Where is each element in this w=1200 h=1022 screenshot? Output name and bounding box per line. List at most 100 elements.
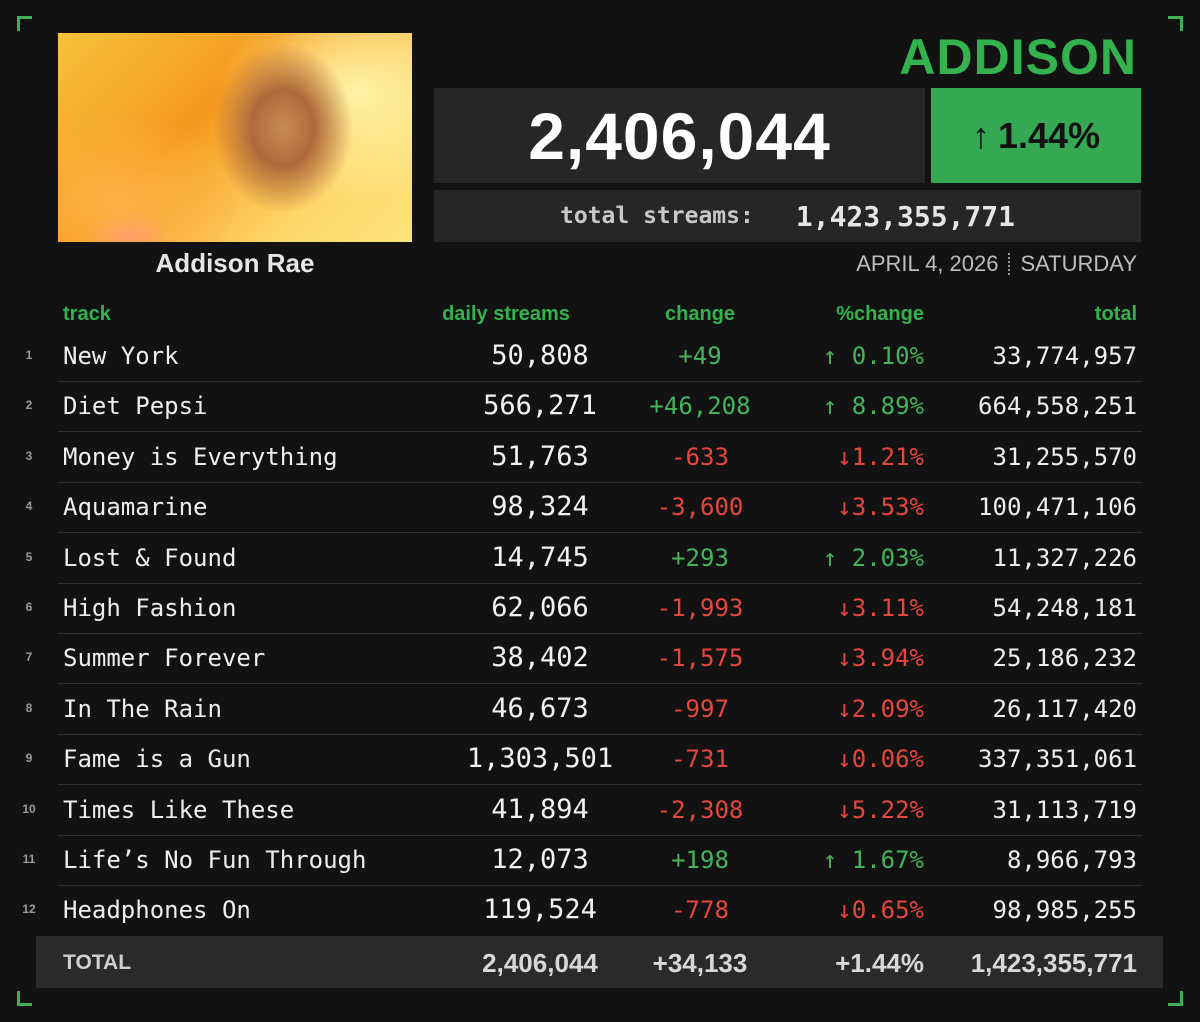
- daily-streams: 41,894: [491, 793, 589, 825]
- percent-change: ↓0.06%: [837, 745, 924, 774]
- table-row: 1 New York 50,808 +49 ↑ 0.10% 33,774,957: [0, 332, 1200, 382]
- table-row: 3 Money is Everything 51,763 -633 ↓1.21% 31,2…: [0, 433, 1200, 483]
- total-streams: 100,471,106: [978, 493, 1137, 522]
- percent-change: ↓2.09%: [837, 694, 924, 723]
- row-divider: [58, 381, 1142, 382]
- change: +293: [671, 543, 729, 572]
- table-row: 8 In The Rain 46,673 -997 ↓2.09% 26,117,420: [0, 685, 1200, 735]
- header-daily-streams: daily streams: [442, 303, 570, 325]
- percent-change: ↓1.21%: [837, 442, 924, 471]
- daily-streams: 62,066: [491, 592, 589, 623]
- total-streams: 664,558,251: [978, 392, 1137, 421]
- rank: 4: [25, 499, 33, 514]
- date-day: APRIL 4, 2026: [856, 251, 999, 276]
- daily-streams: 98,324: [491, 491, 589, 523]
- track-title: Life’s No Fun Through: [63, 846, 367, 874]
- daily-streams-panel: 2,406,044: [434, 88, 925, 183]
- percent-change-value: 1.44%: [997, 114, 1101, 156]
- totals-daily: 2,406,044: [482, 948, 598, 978]
- change: -2,308: [656, 795, 744, 824]
- change: -731: [671, 745, 729, 774]
- daily-streams: 38,402: [491, 642, 589, 674]
- corner-bracket-top-left: [17, 16, 32, 31]
- change: +49: [678, 342, 722, 370]
- percent-change: ↑ 2.03%: [822, 543, 924, 572]
- total-streams: 8,966,793: [1006, 846, 1137, 874]
- table-row: 9 Fame is a Gun 1,303,501 -731 ↓0.06% 337,351…: [0, 735, 1200, 786]
- corner-bracket-bottom-left: [17, 991, 32, 1006]
- table-row: 6 High Fashion 62,066 -1,993 ↓3.11% 54,248,18…: [0, 584, 1200, 634]
- track-title: Aquamarine: [63, 493, 208, 522]
- row-divider: [58, 733, 1142, 735]
- row-divider: [58, 885, 1142, 886]
- total-streams-value: 1,423,355,771: [795, 199, 1016, 233]
- rank: 11: [22, 852, 36, 866]
- totals-label: TOTAL: [63, 951, 132, 974]
- daily-streams-value: 2,406,044: [528, 98, 831, 173]
- total-streams: 25,186,232: [992, 644, 1138, 673]
- table-row: 2 Diet Pepsi 566,271 +46,208 ↑ 8.89% 664,558,…: [0, 382, 1200, 433]
- header-change: change: [664, 303, 736, 325]
- total-streams: 33,774,957: [992, 342, 1138, 370]
- percent-change: ↑ 8.89%: [822, 392, 924, 421]
- track-title: Money is Everything: [63, 442, 338, 471]
- arrow-up-icon: ↑: [971, 114, 990, 156]
- totals-percent-change: +1.44%: [835, 948, 924, 978]
- track-title: High Fashion: [63, 594, 237, 622]
- change: -1,993: [656, 594, 744, 622]
- percent-change: ↓0.65%: [837, 896, 924, 925]
- totals-change: +34,133: [652, 948, 748, 978]
- table-row: 10 Times Like These 41,894 -2,308 ↓5.22% 31,1…: [0, 786, 1200, 836]
- date-weekday: SATURDAY: [1020, 251, 1137, 276]
- total-streams-panel: total streams: 1,423,355,771: [434, 190, 1141, 242]
- percent-change: ↓3.94%: [837, 644, 924, 673]
- date-separator: [1008, 253, 1011, 275]
- date-line: APRIL 4, 2026 SATURDAY: [856, 251, 1137, 277]
- percent-change: ↑ 1.67%: [822, 846, 924, 874]
- row-divider: [58, 532, 1142, 534]
- daily-streams: 12,073: [491, 844, 589, 875]
- total-streams: 31,255,570: [992, 442, 1138, 471]
- brand-title: ADDISON: [899, 29, 1137, 85]
- row-divider: [58, 481, 1142, 483]
- rank: 7: [25, 650, 33, 665]
- track-title: New York: [63, 342, 179, 370]
- artist-name: Addison Rae: [155, 248, 315, 278]
- row-divider: [58, 582, 1142, 584]
- totals-total: 1,423,355,771: [970, 948, 1137, 978]
- table-row: 5 Lost & Found 14,745 +293 ↑ 2.03% 11,327,226: [0, 534, 1200, 584]
- total-streams: 26,117,420: [992, 694, 1138, 723]
- rank: 1: [25, 348, 33, 362]
- daily-streams: 566,271: [483, 390, 597, 422]
- track-title: Diet Pepsi: [63, 392, 208, 421]
- row-divider: [58, 834, 1142, 836]
- total-streams: 337,351,061: [978, 745, 1137, 774]
- rank: 3: [25, 448, 33, 463]
- track-title: Fame is a Gun: [63, 745, 251, 774]
- track-title: In The Rain: [63, 694, 222, 723]
- change: +46,208: [649, 392, 751, 421]
- daily-streams: 119,524: [483, 894, 597, 926]
- track-title: Summer Forever: [63, 644, 266, 673]
- percent-change: ↓3.11%: [837, 594, 924, 622]
- totals-row: TOTAL 2,406,044 +34,133 +1.44% 1,423,355…: [36, 936, 1163, 988]
- row-divider: [58, 784, 1142, 786]
- header-percent-change: %change: [836, 303, 924, 325]
- daily-streams: 1,303,501: [466, 743, 614, 775]
- rank: 8: [25, 700, 33, 715]
- rank: 12: [22, 902, 36, 917]
- change: -633: [671, 442, 729, 471]
- track-title: Times Like These: [63, 795, 295, 824]
- daily-streams: 46,673: [491, 692, 589, 724]
- daily-streams: 50,808: [491, 340, 589, 371]
- corner-bracket-top-right: [1168, 16, 1183, 31]
- corner-bracket-bottom-right: [1168, 991, 1183, 1006]
- change: -778: [671, 896, 729, 925]
- rank: 2: [25, 398, 33, 413]
- header-track: track: [63, 303, 111, 325]
- rank: 9: [25, 751, 33, 766]
- percent-change-badge: ↑ 1.44%: [931, 88, 1141, 183]
- percent-change: ↓5.22%: [837, 795, 924, 824]
- artist-photo: [58, 33, 412, 242]
- rank: 6: [25, 600, 33, 614]
